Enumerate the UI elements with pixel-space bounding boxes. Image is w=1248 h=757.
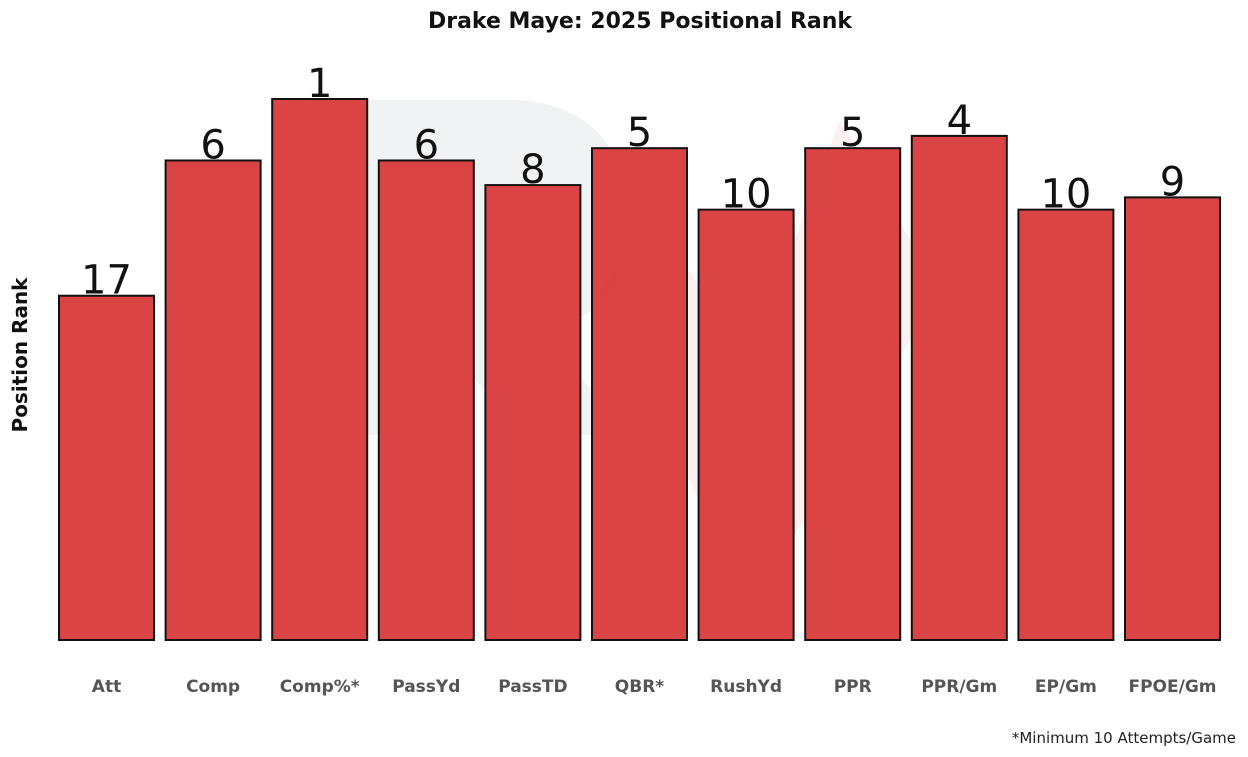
footnote: *Minimum 10 Attempts/Game [1012,729,1236,747]
x-tick-label: Att [92,677,121,697]
data-label: 6 [200,122,225,168]
data-label: 9 [1160,159,1185,205]
x-tick-label: QBR* [615,677,664,697]
x-tick-label: PPR [834,677,872,697]
x-tick-label: RushYd [710,677,782,697]
x-tick-label: FPOE/Gm [1128,677,1216,697]
bar-ppr [804,147,902,641]
chart-title: Drake Maye: 2025 Positional Rank [428,9,853,34]
bar-att [58,294,155,641]
bar-fpoe-gm [1124,196,1221,641]
bar-ep-gm [1017,208,1115,641]
data-label: 10 [721,172,772,218]
data-label: 10 [1040,172,1091,218]
data-label: 5 [627,110,652,156]
bar-comp [164,159,262,642]
bar-comp- [271,98,369,641]
x-tick-label: PassYd [392,677,460,697]
x-tick-label: Comp%* [280,677,360,697]
bar-passtd [484,184,582,641]
bar-qbr- [591,147,688,641]
data-label: 5 [840,110,865,156]
x-tick-label: PassTD [498,677,567,697]
x-tick-label: EP/Gm [1035,677,1097,697]
data-label: 4 [947,98,972,144]
x-tick-label: PPR/Gm [921,677,997,697]
data-label: 1 [307,61,332,107]
data-label: 8 [520,147,545,193]
bar-ppr-gm [910,134,1008,642]
data-label: 6 [414,122,439,168]
bar-rushyd [697,208,795,641]
x-tick-label: Comp [186,677,240,697]
y-axis-label: Position Rank [8,277,32,433]
bar-passyd [377,159,475,642]
data-label: 17 [81,258,132,304]
